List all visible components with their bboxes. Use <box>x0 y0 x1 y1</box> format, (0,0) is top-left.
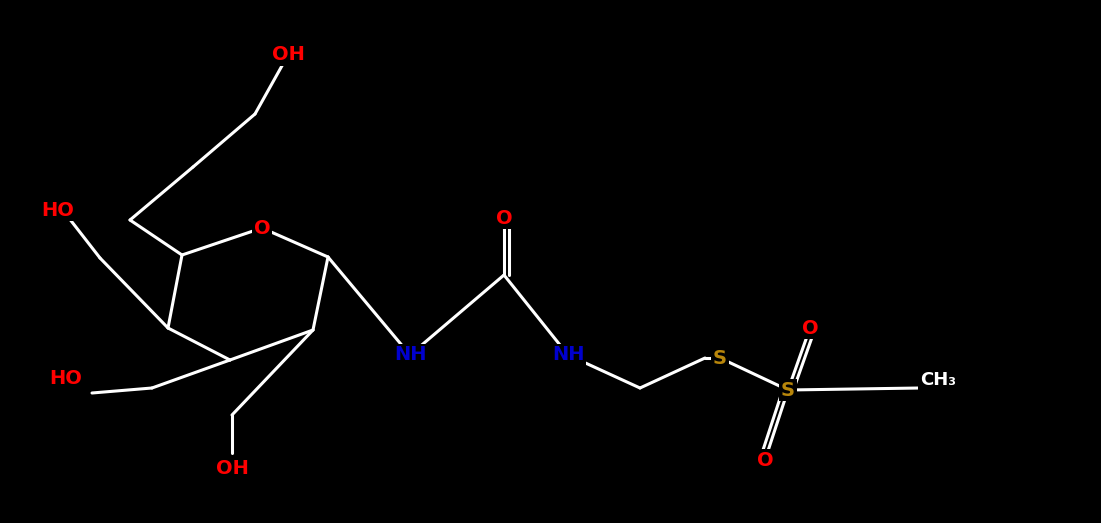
Text: S: S <box>713 348 727 368</box>
Text: O: O <box>756 450 773 470</box>
Text: NH: NH <box>394 346 426 365</box>
Text: O: O <box>253 219 271 237</box>
Text: NH: NH <box>552 346 585 365</box>
Text: HO: HO <box>50 369 83 388</box>
Text: OH: OH <box>272 46 305 64</box>
Text: O: O <box>495 209 512 228</box>
Text: CH₃: CH₃ <box>920 371 956 389</box>
Text: S: S <box>781 381 795 400</box>
Text: HO: HO <box>42 200 75 220</box>
Text: O: O <box>802 319 818 337</box>
Text: OH: OH <box>216 459 249 477</box>
